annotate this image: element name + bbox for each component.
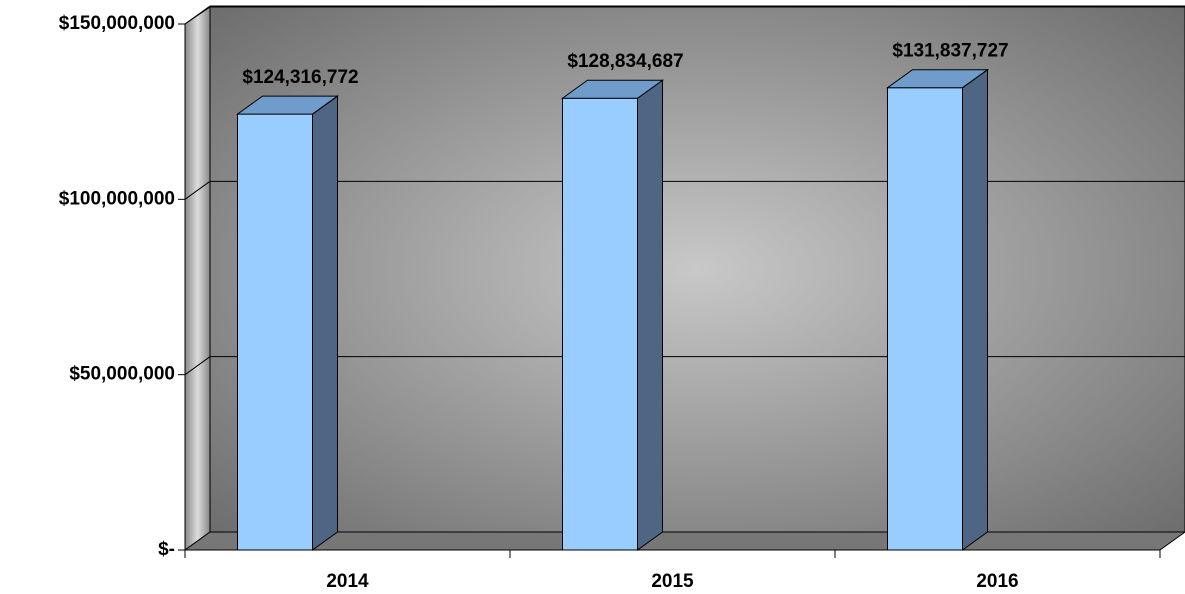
y-tick-label: $100,000,000 <box>59 188 175 209</box>
x-tick-label: 2015 <box>651 571 694 592</box>
grid-line-side <box>184 5 211 25</box>
y-tick-label: $- <box>158 539 175 560</box>
bar-top <box>885 69 990 89</box>
grid-line-side <box>184 180 211 200</box>
bar-top <box>235 95 340 115</box>
data-label: $131,837,727 <box>892 41 1008 62</box>
bar-side <box>312 95 338 551</box>
grid-line-side <box>184 356 211 376</box>
side-wall <box>184 6 211 551</box>
bar-side <box>637 79 663 551</box>
bar <box>887 87 963 551</box>
data-label: $128,834,687 <box>567 51 683 72</box>
bar-side <box>962 68 988 551</box>
data-label: $124,316,772 <box>242 67 358 88</box>
bar <box>237 113 313 551</box>
x-tick-label: 2014 <box>326 571 369 592</box>
bar <box>562 97 638 551</box>
y-tick-label: $50,000,000 <box>69 364 175 385</box>
x-tick-label: 2016 <box>976 571 1018 592</box>
bar-top <box>560 79 665 99</box>
back-wall <box>209 6 1185 533</box>
floor <box>183 531 1185 551</box>
y-tick-label: $150,000,000 <box>59 13 175 34</box>
